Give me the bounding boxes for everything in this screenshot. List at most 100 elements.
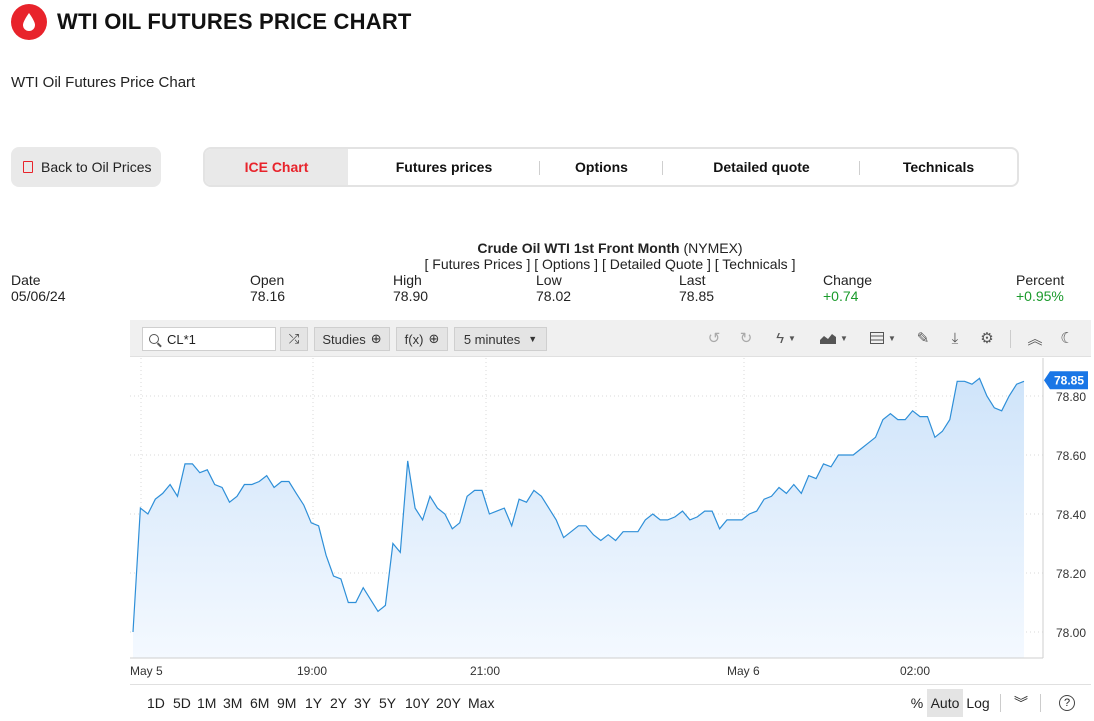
- collapse-up-icon[interactable]: ︽: [1027, 330, 1043, 348]
- stat-high: High 78.90: [393, 272, 428, 304]
- tab-futures-prices[interactable]: Futures prices: [348, 149, 540, 185]
- stat-percent-label: Percent: [1016, 272, 1065, 288]
- chevron-down-icon: ▼: [888, 333, 896, 343]
- y-tick-label: 78.00: [1056, 626, 1086, 640]
- compare-button[interactable]: ⤮: [280, 327, 308, 351]
- studies-button[interactable]: Studies ⊕: [314, 327, 390, 351]
- range-button-10y[interactable]: 10Y: [405, 695, 430, 711]
- y-tick-label: 78.80: [1056, 390, 1086, 404]
- tab-ice-chart[interactable]: ICE Chart: [205, 149, 348, 185]
- log-scale-button[interactable]: Log: [966, 695, 990, 711]
- layout-icon: [870, 332, 885, 344]
- stat-percent: Percent +0.95%: [1016, 272, 1064, 304]
- link-detailed-quote[interactable]: [ Detailed Quote ]: [601, 256, 711, 272]
- range-button-20y[interactable]: 20Y: [436, 695, 461, 711]
- link-technicals[interactable]: [ Technicals ]: [714, 256, 796, 272]
- range-button-5y[interactable]: 5Y: [379, 695, 397, 711]
- bottom-divider: [1000, 694, 1001, 712]
- range-button-3y[interactable]: 3Y: [354, 695, 372, 711]
- x-tick-label: May 6: [727, 664, 760, 678]
- help-icon[interactable]: ?: [1056, 689, 1078, 717]
- redo-icon[interactable]: ↻: [739, 330, 753, 347]
- link-futures-prices[interactable]: [ Futures Prices ]: [424, 256, 531, 272]
- range-button-2y[interactable]: 2Y: [330, 695, 348, 711]
- collapse-down-icon[interactable]: ︾: [1014, 695, 1028, 711]
- stat-low-label: Low: [536, 272, 562, 288]
- chevron-down-icon: ▼: [788, 333, 796, 343]
- shuffle-icon: ⤮: [288, 331, 300, 346]
- x-tick-label: 02:00: [900, 664, 931, 678]
- symbol-search-input[interactable]: CL*1: [142, 327, 276, 351]
- range-button-max[interactable]: Max: [468, 695, 495, 711]
- range-bar: 1D 5D 1M 3M 6M 9M 1Y 2Y 3Y 5Y 10Y 20Y Max % Auto Log…: [130, 684, 1091, 721]
- x-tick-label: 19:00: [297, 664, 328, 678]
- quote-name: Crude Oil WTI 1st Front Month: [477, 240, 680, 256]
- stat-percent-value: +0.95%: [1016, 288, 1064, 304]
- display-menu[interactable]: ▼: [866, 328, 900, 348]
- lightning-icon: ϟ: [776, 329, 785, 347]
- x-tick-label: 21:00: [470, 664, 501, 678]
- interval-label: 5 minutes: [463, 331, 521, 347]
- stat-open: Open 78.16: [250, 272, 285, 304]
- tab-options[interactable]: Options: [540, 149, 663, 185]
- stat-open-value: 78.16: [250, 288, 286, 304]
- stat-last-value: 78.85: [679, 288, 715, 304]
- chevron-down-icon: ▼: [528, 334, 538, 344]
- chart-widget: CL*1 ⤮ Studies ⊕ f(x) ⊕ 5 minutes ▼ ↺ ↻ …: [130, 320, 1091, 678]
- pencil-icon[interactable]: ✎: [916, 330, 930, 347]
- fx-label: f(x): [404, 331, 424, 347]
- price-area: [133, 378, 1024, 658]
- search-icon: [149, 334, 159, 344]
- chart-tabs: ICE Chart Futures prices Options Detaile…: [203, 147, 1019, 187]
- quote-title: Crude Oil WTI 1st Front Month (NYMEX): [0, 240, 1094, 256]
- tab-technicals[interactable]: Technicals: [902, 159, 975, 175]
- last-price-badge: [1044, 371, 1088, 390]
- range-button-1m[interactable]: 1M: [197, 695, 217, 711]
- y-tick-label: 78.60: [1056, 449, 1086, 463]
- plus-circle-icon: ⊕: [428, 331, 440, 346]
- download-icon[interactable]: ⤓: [951, 329, 959, 347]
- oil-drop-logo: [11, 4, 47, 40]
- mountain-chart-icon: [820, 334, 837, 344]
- stat-last-label: Last: [679, 272, 706, 288]
- quote-links: [ Futures Prices ] [ Options ] [ Detaile…: [0, 256, 1094, 272]
- range-button-1d[interactable]: 1D: [147, 695, 165, 711]
- stat-change-label: Change: [823, 272, 873, 288]
- percent-scale-button[interactable]: %: [910, 695, 924, 711]
- price-chart[interactable]: 78.00 78.20 78.40 78.60 78.80 78.85: [130, 358, 1091, 660]
- range-button-5d[interactable]: 5D: [173, 695, 191, 711]
- link-options[interactable]: [ Options ]: [534, 256, 599, 272]
- price-line: [132, 377, 1025, 633]
- y-tick-label: 78.40: [1056, 508, 1086, 522]
- stat-low-value: 78.02: [536, 288, 572, 304]
- oil-drop-icon: [23, 13, 35, 31]
- undo-icon[interactable]: ↺: [707, 330, 721, 347]
- back-to-oil-prices-button[interactable]: Back to Oil Prices: [11, 147, 161, 187]
- range-button-6m[interactable]: 6M: [250, 695, 270, 711]
- studies-label: Studies: [322, 331, 366, 347]
- interval-select[interactable]: 5 minutes ▼: [454, 327, 547, 351]
- bottom-divider: [1040, 694, 1041, 712]
- stat-high-value: 78.90: [393, 288, 429, 304]
- events-menu[interactable]: ϟ ▼: [770, 328, 802, 348]
- stat-last: Last 78.85: [679, 272, 714, 304]
- tab-detailed-quote[interactable]: Detailed quote: [663, 149, 860, 185]
- gear-icon[interactable]: ⚙: [980, 330, 994, 347]
- auto-scale-button[interactable]: Auto: [927, 689, 963, 717]
- fx-button[interactable]: f(x) ⊕: [396, 327, 448, 351]
- range-button-3m[interactable]: 3M: [223, 695, 243, 711]
- page-header: WTI OIL FUTURES PRICE CHART: [11, 3, 412, 41]
- back-button-label: Back to Oil Prices: [41, 159, 152, 175]
- chart-type-menu[interactable]: ▼: [817, 328, 851, 348]
- dark-mode-icon[interactable]: ☾: [1060, 330, 1074, 347]
- stat-change-value: +0.74: [823, 288, 859, 304]
- stat-high-label: High: [393, 272, 422, 288]
- back-icon: [23, 161, 33, 173]
- page-subtitle: WTI Oil Futures Price Chart: [11, 74, 196, 91]
- range-button-9m[interactable]: 9M: [277, 695, 297, 711]
- chart-toolbar: CL*1 ⤮ Studies ⊕ f(x) ⊕ 5 minutes ▼ ↺ ↻ …: [130, 320, 1091, 357]
- toolbar-divider: [1010, 330, 1011, 348]
- range-button-1y[interactable]: 1Y: [305, 695, 323, 711]
- page-title: WTI OIL FUTURES PRICE CHART: [57, 9, 412, 34]
